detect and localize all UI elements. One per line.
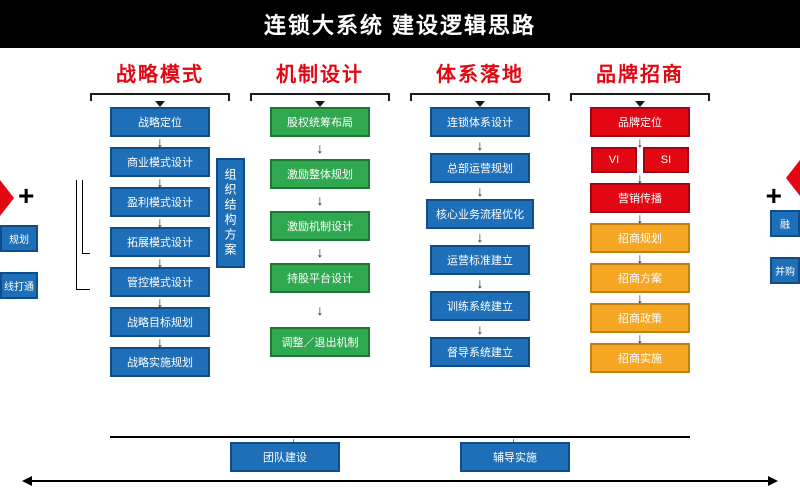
- node-si: SI: [643, 147, 689, 173]
- branch-line: [82, 180, 90, 254]
- bracket-0: [90, 93, 230, 101]
- bottom-coach: 辅导实施: [460, 442, 570, 472]
- node-2-2: 核心业务流程优化: [426, 199, 534, 229]
- bracket-1: [250, 93, 390, 101]
- bracket-3: [570, 93, 710, 101]
- columns-container: 战略模式 战略定位 ↓ 商业模式设计 ↓ 盈利模式设计 ↓ 拓展模式设计 ↓ 管…: [0, 48, 800, 377]
- node-2-1: 总部运营规划: [430, 153, 530, 183]
- node-3-0: 品牌定位: [590, 107, 690, 137]
- node-1-3: 持股平台设计: [270, 263, 370, 293]
- bottom-team: 团队建设: [230, 442, 340, 472]
- arrow-icon: ↓: [637, 137, 644, 147]
- node-2-4: 训练系统建立: [430, 291, 530, 321]
- arrow-icon: ↓: [477, 321, 484, 337]
- arrow-icon: ↓: [637, 333, 644, 343]
- arrow-icon: ↓: [477, 137, 484, 153]
- vertical-org-box: 组织结构方案: [216, 158, 245, 268]
- bottom-bar: 团队建设 辅导实施: [40, 442, 760, 472]
- col-strategy: 战略模式 战略定位 ↓ 商业模式设计 ↓ 盈利模式设计 ↓ 拓展模式设计 ↓ 管…: [90, 58, 230, 377]
- node-2-3: 运营标准建立: [430, 245, 530, 275]
- col-header-3: 品牌招商: [596, 58, 684, 87]
- arrow-icon: ↓: [637, 293, 644, 303]
- arrow-icon: ↓: [317, 189, 324, 211]
- node-3-3: 招商规划: [590, 223, 690, 253]
- arrow-icon: ↓: [157, 257, 164, 267]
- node-0-4: 管控模式设计: [110, 267, 210, 297]
- arrow-icon: ↓: [637, 253, 644, 263]
- arrow-icon: ↓: [317, 137, 324, 159]
- node-3-5: 招商政策: [590, 303, 690, 333]
- arrow-icon: ↓: [637, 213, 644, 223]
- main-title: 连锁大系统 建设逻辑思路: [0, 0, 800, 48]
- arrow-icon: ↓: [157, 177, 164, 187]
- arrow-icon: ↓: [157, 217, 164, 227]
- node-1-2: 激励机制设计: [270, 211, 370, 241]
- arrow-icon: ↓: [157, 297, 164, 307]
- node-0-2: 盈利模式设计: [110, 187, 210, 217]
- node-vi: VI: [591, 147, 637, 173]
- arrow-icon: ↓: [477, 275, 484, 291]
- node-1-4: 调整／退出机制: [270, 327, 370, 357]
- node-1-0: 股权统筹布局: [270, 107, 370, 137]
- col-header-2: 体系落地: [436, 58, 524, 87]
- node-2-0: 连锁体系设计: [430, 107, 530, 137]
- col-brand: 品牌招商 品牌定位 ↓ VI SI ↓ 营销传播 ↓ 招商规划 ↓ 招商方案 ↓…: [570, 58, 710, 377]
- arrow-icon: ↓: [157, 337, 164, 347]
- node-0-6: 战略实施规划: [110, 347, 210, 377]
- col-system: 体系落地 连锁体系设计 ↓ 总部运营规划 ↓ 核心业务流程优化 ↓ 运营标准建立…: [410, 58, 550, 377]
- bottom-double-arrow: [30, 480, 770, 482]
- node-3-6: 招商实施: [590, 343, 690, 373]
- col-header-1: 机制设计: [276, 58, 364, 87]
- arrow-icon: ↓: [637, 173, 644, 183]
- arrow-icon: ↓: [477, 229, 484, 245]
- node-0-1: 商业模式设计: [110, 147, 210, 177]
- col-header-0: 战略模式: [116, 58, 204, 87]
- arrow-icon: ↓: [477, 183, 484, 199]
- bracket-2: [410, 93, 550, 101]
- arrow-icon: ↓: [317, 241, 324, 263]
- node-0-0: 战略定位: [110, 107, 210, 137]
- node-2-5: 督导系统建立: [430, 337, 530, 367]
- arrow-icon: ↓: [317, 293, 324, 327]
- node-0-5: 战略目标规划: [110, 307, 210, 337]
- node-0-3: 拓展模式设计: [110, 227, 210, 257]
- arrow-icon: ↓: [157, 137, 164, 147]
- col-mechanism: 机制设计 组织结构方案 股权统筹布局 ↓ 激励整体规划 ↓ 激励机制设计 ↓ 持…: [250, 58, 390, 377]
- node-3-2: 营销传播: [590, 183, 690, 213]
- node-1-1: 激励整体规划: [270, 159, 370, 189]
- node-3-4: 招商方案: [590, 263, 690, 293]
- connector-hline: [110, 436, 690, 438]
